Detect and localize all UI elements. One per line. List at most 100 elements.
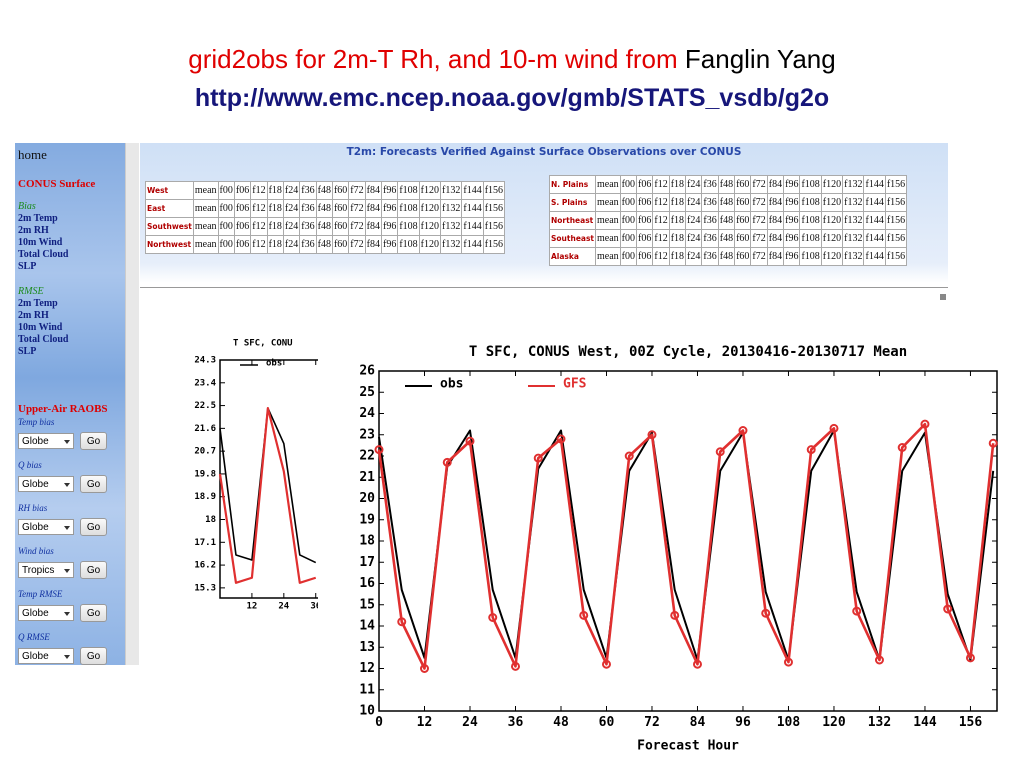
forecast-link[interactable]: f144 (863, 247, 886, 266)
forecast-link[interactable]: f00 (619, 247, 638, 266)
forecast-link[interactable]: f120 (820, 193, 844, 212)
nav-link[interactable]: 2m RH (18, 310, 49, 321)
forecast-link[interactable]: f48 (315, 235, 333, 254)
dropdown[interactable]: Globe (18, 648, 74, 664)
forecast-link[interactable]: f60 (734, 211, 752, 230)
forecast-link[interactable]: f72 (348, 181, 366, 200)
forecast-link[interactable]: f48 (717, 175, 736, 194)
forecast-link[interactable]: f132 (842, 211, 865, 230)
forecast-link[interactable]: f06 (233, 235, 252, 254)
nav-link[interactable]: 2m Temp (18, 213, 58, 224)
forecast-link[interactable]: f144 (461, 181, 484, 200)
forecast-link[interactable]: f108 (397, 181, 420, 200)
forecast-link[interactable]: f06 (636, 211, 654, 230)
forecast-link[interactable]: f06 (636, 247, 654, 266)
forecast-link[interactable]: f60 (734, 175, 752, 194)
forecast-link[interactable]: f00 (217, 181, 235, 200)
scrollbar[interactable] (125, 143, 139, 665)
forecast-link[interactable]: f12 (652, 193, 670, 212)
forecast-link[interactable]: f06 (636, 193, 654, 212)
forecast-link[interactable]: f48 (315, 181, 333, 200)
forecast-link[interactable]: f84 (766, 211, 785, 230)
forecast-link[interactable]: f18 (266, 181, 284, 200)
forecast-link[interactable]: f84 (364, 181, 382, 200)
forecast-link[interactable]: f18 (668, 247, 687, 266)
forecast-link[interactable]: f12 (652, 211, 670, 230)
forecast-link[interactable]: f24 (685, 211, 703, 230)
forecast-link[interactable]: f36 (701, 229, 719, 248)
forecast-link[interactable]: f36 (701, 193, 719, 212)
forecast-link[interactable]: f72 (750, 211, 768, 230)
forecast-link[interactable]: f00 (619, 229, 638, 248)
forecast-link[interactable]: f36 (701, 211, 719, 230)
forecast-link[interactable]: f12 (250, 235, 268, 254)
forecast-link[interactable]: f156 (482, 181, 506, 200)
forecast-link[interactable]: f132 (842, 193, 865, 212)
forecast-link[interactable]: f18 (266, 235, 284, 254)
forecast-link[interactable]: f96 (783, 247, 801, 266)
forecast-link[interactable]: f00 (619, 211, 638, 230)
forecast-link[interactable]: f24 (282, 199, 301, 218)
forecast-link[interactable]: f108 (799, 229, 822, 248)
forecast-link[interactable]: f72 (348, 235, 366, 254)
nav-link[interactable]: 10m Wind (18, 322, 63, 333)
nav-link[interactable]: 10m Wind (18, 237, 63, 248)
forecast-link[interactable]: f120 (418, 181, 442, 200)
nav-link[interactable]: SLP (18, 346, 37, 357)
home-link[interactable]: home (18, 147, 47, 162)
forecast-link[interactable]: f96 (380, 217, 399, 236)
forecast-link[interactable]: f12 (652, 229, 670, 248)
forecast-link[interactable]: f72 (750, 193, 768, 212)
forecast-link[interactable]: f120 (820, 229, 844, 248)
forecast-link[interactable]: f36 (299, 199, 317, 218)
forecast-link[interactable]: f24 (685, 175, 703, 194)
forecast-link[interactable]: f24 (685, 193, 703, 212)
forecast-link[interactable]: f18 (668, 193, 687, 212)
forecast-link[interactable]: f12 (652, 247, 670, 266)
forecast-link[interactable]: mean (595, 193, 621, 212)
go-button[interactable]: Go (80, 647, 107, 665)
forecast-link[interactable]: f96 (783, 175, 801, 194)
forecast-link[interactable]: f96 (783, 193, 801, 212)
nav-link[interactable]: 2m Temp (18, 298, 58, 309)
forecast-link[interactable]: f12 (250, 199, 268, 218)
forecast-link[interactable]: f06 (233, 181, 252, 200)
forecast-link[interactable]: f72 (348, 199, 366, 218)
forecast-link[interactable]: f18 (266, 199, 284, 218)
forecast-link[interactable]: f84 (766, 247, 785, 266)
forecast-link[interactable]: f132 (440, 235, 463, 254)
forecast-link[interactable]: f144 (863, 175, 886, 194)
forecast-link[interactable]: f144 (461, 235, 484, 254)
go-button[interactable]: Go (80, 604, 107, 622)
nav-link[interactable]: Total Cloud (18, 249, 69, 260)
forecast-link[interactable]: f18 (668, 175, 687, 194)
forecast-link[interactable]: f132 (842, 247, 865, 266)
forecast-link[interactable]: f96 (783, 229, 801, 248)
forecast-link[interactable]: f18 (668, 211, 687, 230)
forecast-link[interactable]: mean (192, 217, 219, 236)
forecast-link[interactable]: f36 (299, 181, 317, 200)
go-button[interactable]: Go (80, 432, 107, 450)
nav-link[interactable]: SLP (18, 261, 37, 272)
forecast-link[interactable]: f156 (884, 175, 908, 194)
forecast-link[interactable]: f24 (282, 235, 301, 254)
forecast-link[interactable]: f132 (440, 181, 463, 200)
forecast-link[interactable]: f84 (766, 229, 785, 248)
forecast-link[interactable]: f18 (668, 229, 687, 248)
go-button[interactable]: Go (80, 518, 107, 536)
forecast-link[interactable]: f72 (348, 217, 366, 236)
forecast-link[interactable]: f120 (418, 199, 442, 218)
forecast-link[interactable]: f156 (482, 199, 506, 218)
forecast-link[interactable]: f00 (217, 235, 235, 254)
forecast-link[interactable]: mean (595, 175, 621, 194)
forecast-link[interactable]: f00 (217, 217, 235, 236)
forecast-link[interactable]: f06 (636, 175, 654, 194)
forecast-link[interactable]: f48 (717, 229, 736, 248)
forecast-link[interactable]: f108 (397, 235, 420, 254)
forecast-link[interactable]: f06 (636, 229, 654, 248)
forecast-link[interactable]: f60 (734, 247, 752, 266)
forecast-link[interactable]: f00 (217, 199, 235, 218)
dropdown[interactable]: Tropics (18, 562, 74, 578)
go-button[interactable]: Go (80, 475, 107, 493)
forecast-link[interactable]: f144 (461, 199, 484, 218)
